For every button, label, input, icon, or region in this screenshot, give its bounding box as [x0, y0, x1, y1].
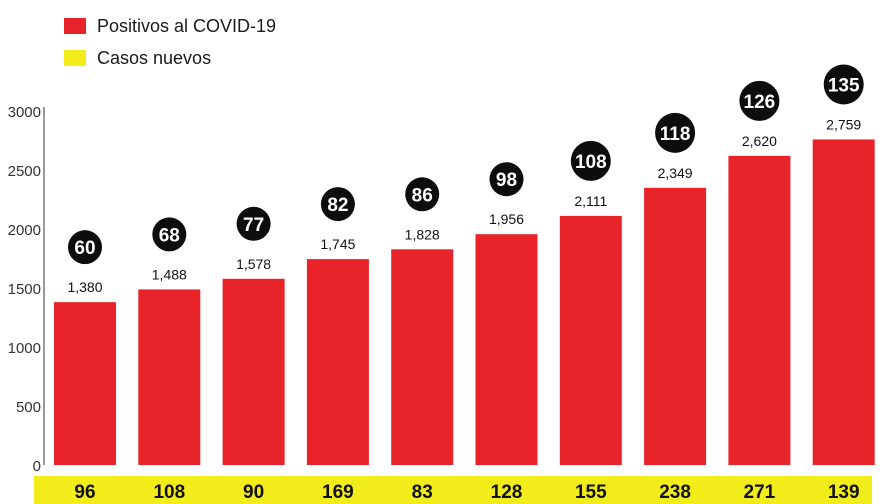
bubble-label: 108: [575, 152, 607, 173]
bubble: [152, 217, 187, 252]
y-tick-label: 2500: [8, 163, 41, 180]
bubble-label: 86: [412, 185, 433, 206]
bar-positivos: [812, 139, 875, 466]
bubble-label: 82: [327, 195, 348, 216]
bar-positivos: [644, 187, 707, 465]
casos-nuevos-value: 128: [491, 482, 523, 503]
bubble: [405, 177, 440, 212]
bubble-label: 135: [828, 75, 860, 96]
bubble: [739, 80, 780, 121]
bubble-label: 68: [159, 225, 180, 246]
legend: Positivos al COVID-19 Casos nuevos: [64, 10, 276, 74]
y-tick-label: 500: [16, 399, 41, 416]
bar-positivos: [138, 289, 201, 465]
bubble-label: 126: [744, 92, 776, 113]
bubble: [320, 187, 355, 222]
bubble: [655, 112, 696, 153]
bubble-label: 60: [74, 238, 95, 259]
casos-nuevos-value: 139: [828, 482, 860, 503]
casos-nuevos-value: 155: [575, 482, 607, 503]
bubble: [68, 230, 102, 265]
bar-positivos: [391, 249, 454, 465]
bubble-label: 77: [243, 215, 264, 236]
y-tick-label: 0: [33, 458, 41, 475]
bubble-label: 98: [496, 170, 517, 191]
bar-positivos: [54, 302, 116, 465]
data-label-positivos: 1,956: [489, 211, 524, 227]
casos-nuevos-value: 271: [744, 482, 776, 503]
bar-positivos: [222, 278, 285, 465]
data-label-positivos: 1,745: [320, 236, 355, 252]
data-label-positivos: 1,578: [236, 256, 271, 272]
bar-positivos: [728, 155, 791, 465]
casos-nuevos-band: [34, 476, 872, 504]
casos-nuevos-value: 108: [153, 482, 185, 503]
bubble: [823, 64, 864, 105]
casos-nuevos-value: 169: [322, 482, 354, 503]
casos-nuevos-value: 238: [659, 482, 691, 503]
legend-label-positivos: Positivos al COVID-19: [97, 15, 277, 36]
data-label-positivos: 2,759: [826, 116, 861, 132]
y-tick-label: 1000: [8, 340, 41, 357]
data-label-positivos: 2,620: [742, 133, 777, 149]
data-label-positivos: 1,488: [152, 266, 187, 282]
casos-nuevos-value: 83: [412, 482, 433, 503]
y-tick-label: 3000: [8, 104, 41, 121]
data-label-positivos: 1,380: [67, 279, 102, 295]
legend-swatch-red: [64, 18, 86, 34]
bubble: [570, 140, 611, 181]
legend-item-positivos: Positivos al COVID-19: [64, 10, 276, 42]
legend-label-casos-nuevos: Casos nuevos: [97, 47, 212, 68]
bubble-label: 118: [660, 124, 691, 145]
bar-positivos: [559, 215, 622, 465]
casos-nuevos-value: 96: [74, 482, 95, 503]
y-tick-label: 1500: [8, 281, 41, 298]
data-label-positivos: 2,111: [574, 193, 607, 209]
bubble: [489, 162, 524, 197]
bar-positivos: [475, 234, 538, 465]
bubble: [236, 206, 271, 241]
casos-nuevos-value: 90: [243, 482, 264, 503]
legend-item-casos-nuevos: Casos nuevos: [64, 42, 276, 74]
legend-swatch-yellow: [64, 50, 86, 66]
data-label-positivos: 1,828: [405, 226, 440, 242]
bar-positivos: [306, 259, 369, 465]
y-tick-label: 2000: [8, 222, 41, 239]
data-label-positivos: 2,349: [658, 165, 693, 181]
